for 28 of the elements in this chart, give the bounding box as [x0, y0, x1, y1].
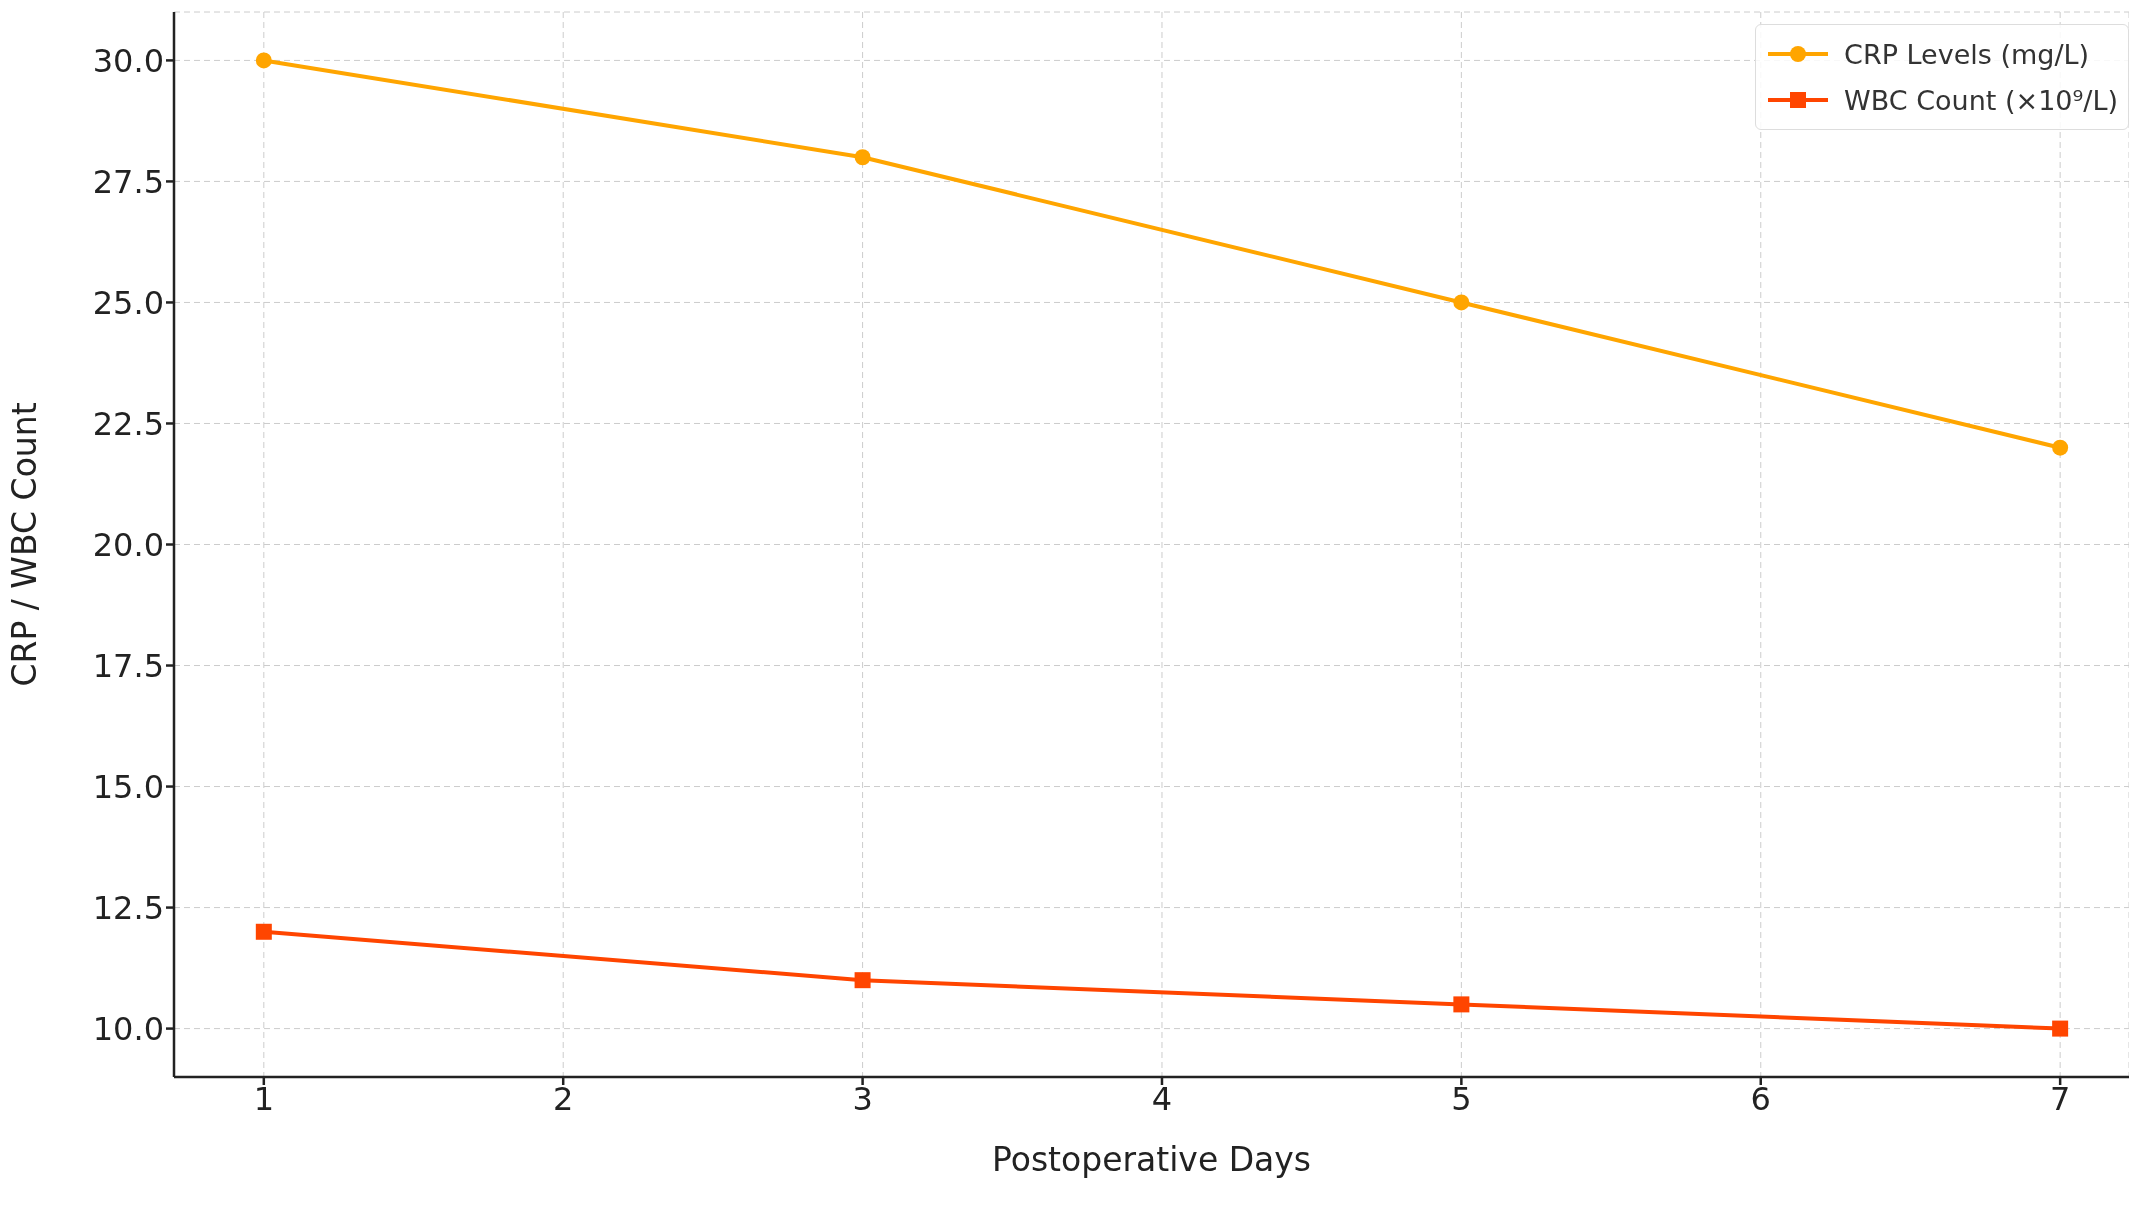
x-tick-label: 7: [2049, 1079, 2071, 1118]
y-axis-title: CRP / WBC Count: [4, 402, 44, 687]
y-tick-label: 10.0: [92, 1009, 164, 1048]
x-tick-label: 6: [1750, 1079, 1771, 1118]
point: [255, 923, 272, 940]
y-tick-label: 25.0: [92, 283, 164, 322]
point: [854, 972, 871, 989]
y-tick-label: 17.5: [92, 646, 164, 685]
y-tick-label: 12.5: [92, 888, 164, 927]
x-tick-label: 3: [852, 1079, 873, 1118]
y-tick-label: 27.5: [92, 162, 164, 201]
x-axis-title: Postoperative Days: [991, 1140, 1312, 1179]
x-tick-label: 5: [1451, 1079, 1472, 1118]
x-tick-label: 2: [553, 1079, 574, 1118]
x-tick-label: 4: [1151, 1079, 1173, 1118]
point: [1453, 294, 1470, 311]
y-tick-label: 30.0: [92, 41, 164, 80]
point: [2052, 1020, 2069, 1037]
legend-label: CRP Levels (mg/L): [1844, 38, 2090, 70]
legend-label: WBC Count (×10⁹/L): [1844, 84, 2118, 116]
y-tick-label: 22.5: [92, 404, 164, 443]
x-tick-label: 1: [253, 1079, 274, 1118]
y-tick-label: 15.0: [92, 767, 164, 806]
point: [2052, 439, 2069, 456]
point: [1453, 996, 1470, 1013]
y-tick-label: 20.0: [92, 525, 164, 564]
point: [255, 52, 272, 69]
point: [854, 149, 871, 166]
